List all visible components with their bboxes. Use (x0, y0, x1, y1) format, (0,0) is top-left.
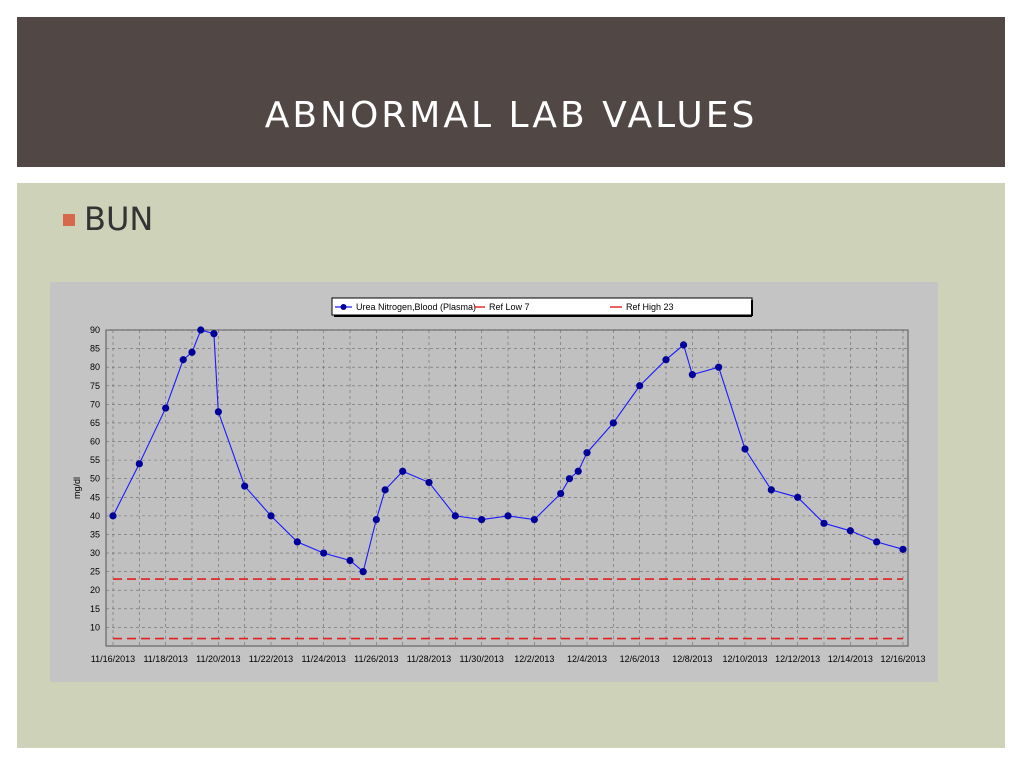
y-tick-label: 75 (90, 381, 100, 391)
x-tick-label: 12/16/2013 (880, 654, 925, 664)
bun-data-point (873, 538, 881, 546)
y-tick-label: 15 (90, 604, 100, 614)
bun-data-point (583, 449, 591, 457)
bun-data-point (135, 460, 143, 468)
x-tick-label: 11/30/2013 (459, 654, 503, 664)
bun-data-point (741, 445, 749, 453)
bun-data-point (609, 419, 617, 427)
chart-panel: 10 15 20 25 30 35 40 45 50 55 60 65 70 75 80 85 90 11/16/… (50, 282, 938, 682)
bun-data-point (636, 382, 644, 390)
bun-data-point (399, 467, 407, 475)
x-tick-label: 12/12/2013 (775, 654, 820, 664)
y-tick-label: 45 (90, 492, 100, 502)
bun-data-point (267, 512, 275, 520)
x-tick-label: 12/8/2013 (672, 654, 712, 664)
legend-label-ref-high: Ref High 23 (626, 302, 674, 312)
title-bar: ABNORMAL LAB VALUES (17, 17, 1005, 167)
legend-label-ref-low: Ref Low 7 (489, 302, 530, 312)
y-tick-label: 25 (90, 567, 100, 577)
y-tick-label: 40 (90, 511, 100, 521)
x-tick-label: 11/28/2013 (407, 654, 451, 664)
bun-data-point (179, 356, 187, 364)
bun-data-point (794, 493, 802, 501)
x-tick-label: 12/2/2013 (514, 654, 554, 664)
bun-data-point (820, 519, 828, 527)
slide-title: ABNORMAL LAB VALUES (264, 95, 758, 136)
plot-area (105, 329, 909, 647)
y-tick-label: 90 (90, 325, 100, 335)
y-tick-label: 70 (90, 399, 100, 409)
bun-data-point (359, 568, 367, 576)
bun-data-point (899, 545, 907, 553)
x-tick-label: 11/20/2013 (196, 654, 240, 664)
bun-data-point (162, 404, 170, 412)
x-tick-label: 11/18/2013 (143, 654, 187, 664)
bun-data-point (241, 482, 249, 490)
bun-data-point (210, 330, 218, 338)
bun-data-point (372, 516, 380, 524)
bun-data-point (478, 516, 486, 524)
x-tick-label: 12/6/2013 (620, 654, 660, 664)
bullet-square-icon (63, 214, 75, 226)
legend: Urea Nitrogen,Blood (Plasma) Ref Low 7 Ref… (331, 297, 753, 317)
y-tick-label: 35 (90, 529, 100, 539)
bun-data-point (679, 341, 688, 349)
bun-data-point (320, 549, 328, 557)
bun-data-point (662, 356, 670, 364)
bun-data-point (574, 467, 582, 475)
y-tick-label: 65 (90, 418, 100, 428)
x-tick-label: 11/26/2013 (354, 654, 398, 664)
x-tick-label: 11/16/2013 (91, 654, 135, 664)
x-tick-label: 12/10/2013 (722, 654, 767, 664)
y-tick-label: 30 (90, 548, 100, 558)
x-tick-label: 11/24/2013 (301, 654, 345, 664)
y-tick-label: 85 (90, 344, 100, 354)
bun-data-point (381, 486, 389, 494)
bun-data-point (188, 348, 196, 356)
y-tick-label: 50 (90, 474, 100, 484)
bun-data-point (504, 512, 512, 520)
bun-data-point (688, 371, 696, 379)
bun-data-point (846, 527, 854, 535)
y-tick-label: 20 (90, 585, 100, 595)
bun-data-point (293, 538, 301, 546)
bun-data-point (214, 408, 222, 416)
bun-data-point (715, 363, 723, 371)
bun-data-point (451, 512, 459, 520)
y-tick-label: 55 (90, 455, 100, 465)
y-tick-label: 10 (90, 622, 100, 632)
legend-label-bun: Urea Nitrogen,Blood (Plasma) (356, 302, 476, 312)
bun-chart: 10 15 20 25 30 35 40 45 50 55 60 65 70 75 80 85 90 11/16/… (72, 297, 926, 664)
x-tick-label: 12/4/2013 (567, 654, 607, 664)
x-tick-label: 12/14/2013 (828, 654, 873, 664)
bun-data-point (530, 516, 538, 524)
x-tick-label: 11/22/2013 (249, 654, 293, 664)
bun-data-point (197, 326, 205, 334)
y-tick-label: 80 (90, 362, 100, 372)
bullet-text: BUN (84, 200, 154, 238)
bun-data-point (109, 512, 117, 520)
bun-data-point (557, 489, 565, 498)
y-tick-label: 60 (90, 437, 100, 447)
bun-data-point (346, 556, 354, 565)
y-axis-label: mg/dl (72, 477, 82, 499)
bun-data-point (425, 478, 433, 487)
bun-data-point (565, 475, 574, 483)
legend-series-marker (340, 304, 347, 310)
bun-data-point (767, 486, 775, 494)
